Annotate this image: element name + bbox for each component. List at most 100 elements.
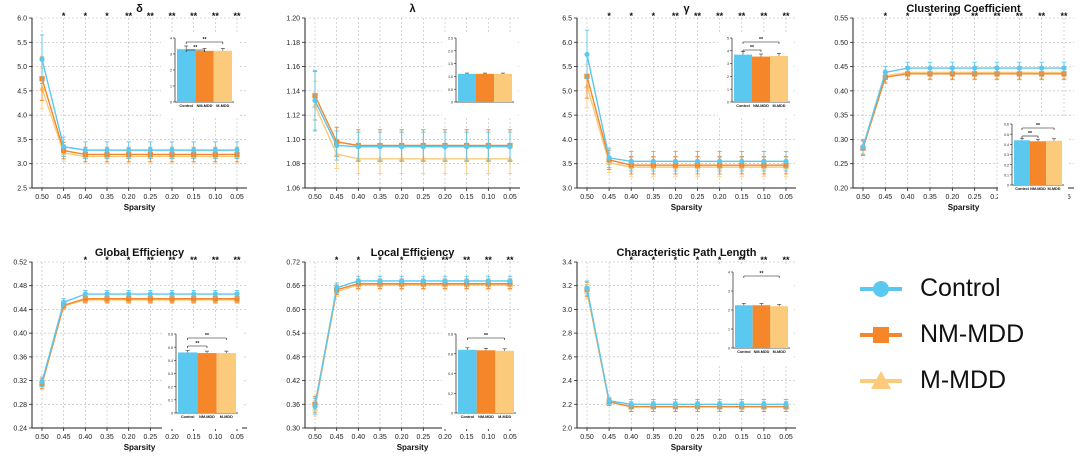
data-point (126, 147, 132, 153)
inset-bar (476, 350, 496, 413)
x-tick-label: 0.25 (968, 194, 982, 201)
data-point (104, 296, 110, 302)
significance-label: ** (738, 11, 746, 21)
data-point (442, 278, 448, 284)
significance-label: ** (782, 11, 790, 21)
chart-title: Local Efficiency (371, 247, 456, 259)
significance-label: ** (1016, 11, 1024, 21)
y-tick-label: 0.52 (13, 260, 27, 267)
data-point (442, 144, 448, 150)
y-tick-label: 0.20 (834, 186, 848, 193)
inset-category-label: NM-MDD (197, 104, 213, 108)
data-point (650, 401, 656, 407)
y-tick-label: 4.0 (17, 113, 27, 120)
data-point (717, 158, 723, 164)
significance-label: ** (782, 255, 790, 265)
data-point (606, 155, 612, 161)
x-tick-label: 0.10 (209, 434, 223, 441)
x-tick-label: 0.20 (713, 434, 727, 441)
legend-item-m-mdd: M-MDD (858, 364, 1078, 410)
x-tick-label: 0.40 (352, 194, 366, 201)
chart-panel-6: Characteristic Path Length 2.0 2.2 2.4 2.6 2.… (562, 247, 796, 452)
x-tick-label: 0.20 (438, 194, 452, 201)
inset-bar (735, 305, 753, 348)
data-point (972, 65, 978, 71)
x-tick-label: 0.40 (624, 194, 638, 201)
data-point (104, 291, 110, 297)
inset-bar (770, 55, 788, 102)
inset-bar (752, 56, 770, 102)
y-tick-label: 0.36 (286, 402, 300, 409)
inset-bar-chart: 0 0.2 0.4 0.6 0.8 Control NM-MDD M-MDD ** (442, 328, 520, 429)
data-point (126, 291, 132, 297)
series-line-control (41, 59, 237, 151)
x-tick-label: 0.40 (901, 194, 915, 201)
data-point (377, 144, 383, 150)
y-tick-label: 1.06 (286, 186, 300, 193)
inset-bar (770, 306, 788, 348)
inset-bar (1030, 141, 1046, 185)
y-tick-label: 2.8 (562, 331, 572, 338)
y-tick-label: 6.0 (17, 16, 27, 23)
chart-panel-5: Local Efficiency0.300.360.420.480.540.60… (286, 247, 520, 452)
data-point (628, 158, 634, 164)
inset-y-tick-label: 0.8 (448, 333, 453, 337)
data-point (739, 158, 745, 164)
data-point (905, 65, 911, 71)
data-point (147, 291, 153, 297)
y-tick-label: 3.0 (17, 161, 27, 168)
data-point (334, 285, 340, 291)
significance-label: ** (233, 255, 241, 265)
data-point (927, 65, 933, 71)
y-tick-label: 4.0 (562, 137, 572, 144)
significance-label: ** (125, 11, 133, 21)
y-tick-label: 0.45 (834, 64, 848, 71)
significance-label: ** (168, 255, 176, 265)
inset-bracket-label: ** (760, 271, 764, 277)
x-tick-label: 0.35 (373, 194, 387, 201)
x-tick-label: 0.35 (647, 194, 661, 201)
significance-label: * (629, 11, 633, 21)
data-point (61, 144, 67, 150)
data-point (882, 69, 888, 75)
y-tick-label: 1.14 (286, 88, 300, 95)
inset-y-tick-label: 2 (728, 309, 730, 313)
y-tick-label: 1.12 (286, 113, 300, 120)
x-tick-label: 0.25 (417, 194, 431, 201)
x-tick-label: 0.25 (417, 434, 431, 441)
y-tick-label: 0.30 (834, 137, 848, 144)
data-point (694, 158, 701, 164)
data-point (860, 144, 866, 150)
x-tick-label: 0.35 (100, 434, 114, 441)
significance-label: * (884, 11, 888, 21)
inset-bar (177, 49, 196, 102)
y-tick-label: 0.55 (834, 16, 848, 23)
series-line-m-mdd (41, 88, 237, 158)
data-point (761, 401, 767, 407)
inset-bracket-label: ** (1028, 131, 1032, 137)
inset-y-tick-label: 2 (170, 69, 172, 73)
inset-bar (458, 349, 477, 413)
x-tick-label: 0.10 (757, 194, 771, 201)
series-line-m-mdd (586, 85, 786, 168)
data-point (783, 401, 789, 407)
inset-y-tick-label: 0.4 (1004, 143, 1009, 147)
significance-label: * (696, 255, 700, 265)
x-axis-label: Sparsity (124, 443, 156, 452)
x-axis-label: Sparsity (397, 443, 429, 452)
series-line-m-mdd (862, 71, 1064, 148)
significance-label: * (127, 255, 131, 265)
significance-label: * (629, 255, 633, 265)
significance-label: * (906, 11, 910, 21)
significance-label: * (652, 11, 656, 21)
y-tick-label: 3.2 (562, 283, 572, 290)
significance-label: * (652, 255, 656, 265)
x-axis-label: Sparsity (948, 203, 980, 212)
x-axis-label: Sparsity (124, 203, 156, 212)
y-tick-label: 0.48 (13, 283, 27, 290)
series-line-m-mdd (314, 105, 510, 160)
x-tick-label: 0.50 (35, 194, 49, 201)
inset-y-tick-label: 0.6 (448, 352, 453, 356)
data-point (507, 278, 513, 284)
y-tick-label: 0.50 (834, 40, 848, 47)
